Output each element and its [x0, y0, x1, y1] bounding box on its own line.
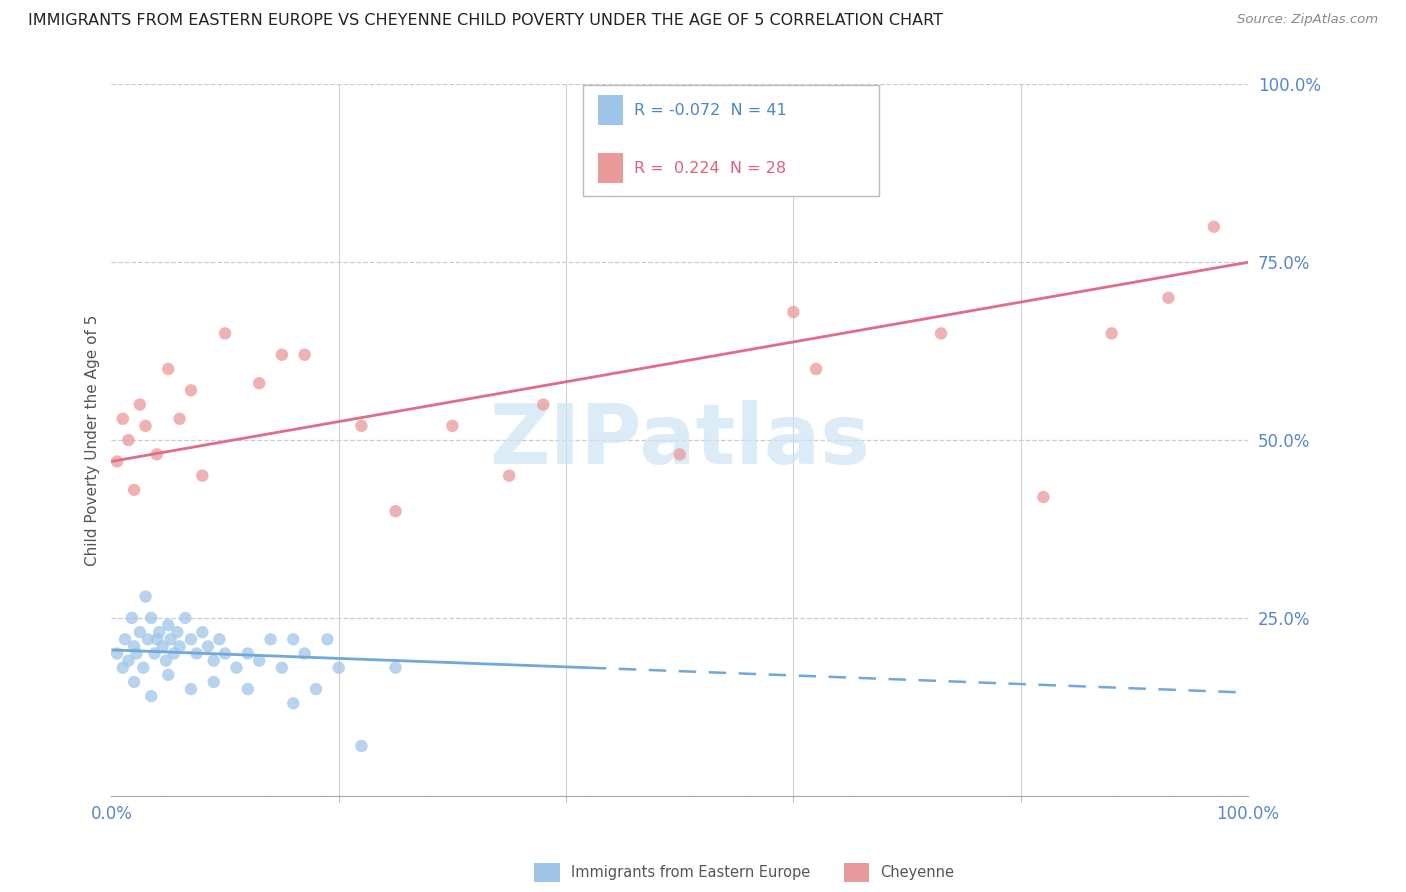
Point [441, 418, 464, 433]
Point [163, 647, 186, 661]
Point [531, 398, 554, 412]
Point [782, 305, 804, 319]
Point [202, 675, 225, 690]
Text: R = -0.072  N = 41: R = -0.072 N = 41 [634, 103, 787, 118]
Point [236, 681, 259, 696]
Point [214, 326, 236, 341]
Point [247, 654, 270, 668]
Point [283, 696, 305, 710]
Point [111, 411, 134, 425]
Point [180, 632, 202, 647]
Point [270, 348, 292, 362]
Point [208, 632, 231, 647]
Point [166, 625, 188, 640]
Point [155, 654, 177, 668]
Point [136, 632, 159, 647]
Point [202, 654, 225, 668]
Point [152, 640, 174, 654]
Text: ZIPatlas: ZIPatlas [489, 400, 870, 481]
Point [117, 654, 139, 668]
Y-axis label: Child Poverty Under the Age of 5: Child Poverty Under the Age of 5 [86, 314, 100, 566]
Point [114, 632, 136, 647]
Point [668, 447, 690, 461]
Point [350, 418, 373, 433]
Point [159, 632, 181, 647]
Point [174, 611, 197, 625]
Text: Cheyenne: Cheyenne [880, 865, 955, 880]
Point [305, 681, 328, 696]
Point [134, 418, 156, 433]
Point [270, 661, 292, 675]
Point [105, 454, 128, 468]
Point [128, 625, 150, 640]
Point [316, 632, 339, 647]
Point [498, 468, 520, 483]
Point [350, 739, 373, 753]
Point [117, 433, 139, 447]
Point [157, 362, 180, 376]
Point [169, 411, 191, 425]
Text: IMMIGRANTS FROM EASTERN EUROPE VS CHEYENNE CHILD POVERTY UNDER THE AGE OF 5 CORR: IMMIGRANTS FROM EASTERN EUROPE VS CHEYEN… [28, 13, 943, 29]
Point [384, 661, 406, 675]
Point [146, 632, 169, 647]
Point [259, 632, 281, 647]
Point [111, 661, 134, 675]
Point [180, 384, 202, 398]
Point [143, 647, 166, 661]
Point [157, 668, 180, 682]
Point [191, 625, 214, 640]
Text: Source: ZipAtlas.com: Source: ZipAtlas.com [1237, 13, 1378, 27]
Text: R =  0.224  N = 28: R = 0.224 N = 28 [634, 161, 786, 176]
Point [1202, 219, 1225, 234]
Point [157, 618, 180, 632]
Point [328, 661, 350, 675]
Point [283, 632, 305, 647]
Point [236, 647, 259, 661]
Point [105, 647, 128, 661]
Point [1157, 291, 1180, 305]
Point [214, 647, 236, 661]
Point [132, 661, 155, 675]
Point [294, 348, 316, 362]
Point [186, 647, 208, 661]
Text: Immigrants from Eastern Europe: Immigrants from Eastern Europe [571, 865, 810, 880]
Point [134, 590, 156, 604]
Point [294, 647, 316, 661]
Point [1032, 490, 1054, 504]
Point [122, 640, 145, 654]
Point [384, 504, 406, 518]
Point [197, 640, 219, 654]
Point [169, 640, 191, 654]
Point [225, 661, 247, 675]
Point [180, 681, 202, 696]
Point [1101, 326, 1123, 341]
Point [128, 398, 150, 412]
Point [247, 376, 270, 391]
Point [121, 611, 143, 625]
Point [146, 447, 169, 461]
Point [929, 326, 952, 341]
Point [122, 483, 145, 497]
Point [122, 675, 145, 690]
Point [804, 362, 827, 376]
Point [148, 625, 170, 640]
Point [141, 689, 163, 703]
Point [191, 468, 214, 483]
Point [125, 647, 148, 661]
Point [141, 611, 163, 625]
